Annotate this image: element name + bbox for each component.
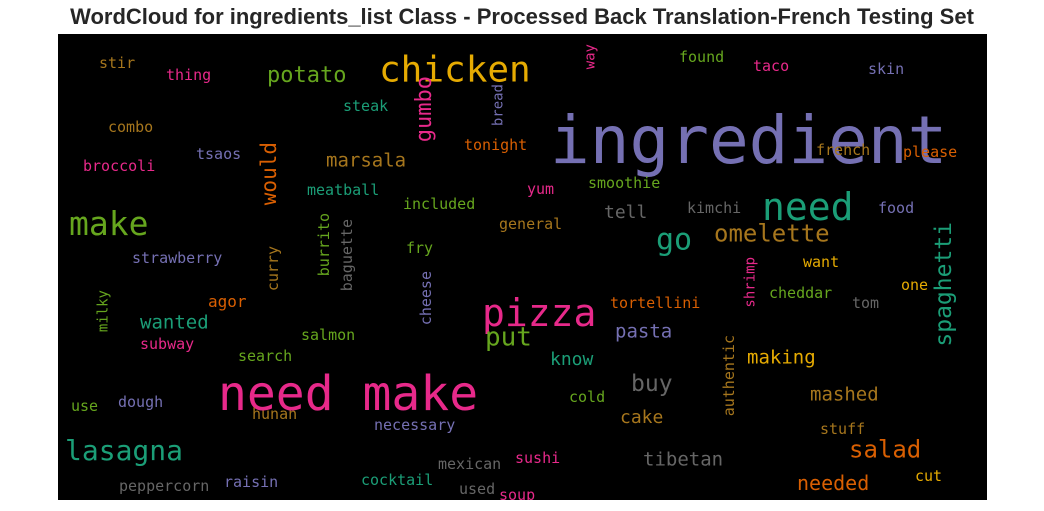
word-tsaos: tsaos (196, 145, 241, 163)
word-make: make (69, 204, 148, 243)
word-cake: cake (620, 407, 663, 428)
word-dough: dough (118, 393, 163, 411)
word-authentic: authentic (720, 335, 738, 416)
chart-title: WordCloud for ingredients_list Class - P… (70, 4, 974, 29)
word-tibetan: tibetan (643, 449, 723, 471)
word-burrito: burrito (315, 213, 333, 276)
word-mexican: mexican (438, 455, 501, 473)
word-subway: subway (140, 335, 194, 353)
word-one: one (901, 276, 928, 294)
word-way: way (583, 44, 599, 69)
word-general: general (499, 215, 562, 233)
word-buy: buy (631, 371, 673, 397)
word-skin: skin (868, 60, 904, 78)
word-stir: stir (99, 54, 135, 72)
word-salmon: salmon (301, 326, 355, 344)
word-mashed: mashed (810, 384, 879, 406)
word-yum: yum (527, 180, 554, 198)
word-combo: combo (108, 118, 153, 136)
word-potato: potato (267, 63, 346, 88)
word-need: need (762, 185, 854, 229)
word-steak: steak (343, 97, 388, 115)
word-spaghetti: spaghetti (931, 222, 957, 347)
word-search: search (238, 347, 292, 365)
word-tell: tell (604, 202, 647, 223)
word-wanted: wanted (140, 312, 209, 334)
word-put: put (485, 322, 532, 352)
word-ingredient: ingredient (550, 102, 947, 179)
word-food: food (878, 199, 914, 217)
word-raisin: raisin (224, 473, 278, 491)
word-chicken: chicken (379, 50, 531, 91)
word-would: would (257, 142, 281, 205)
wordcloud-panel: ingredient need make pizza need chicken make l… (58, 34, 987, 500)
word-found: found (679, 48, 724, 66)
word-tortellini: tortellini (610, 294, 700, 312)
word-cut: cut (915, 467, 942, 485)
word-tom: tom (852, 294, 879, 312)
word-omelette: omelette (714, 220, 830, 248)
word-smoothie: smoothie (588, 174, 660, 192)
word-strawberry: strawberry (132, 249, 222, 267)
word-curry: curry (264, 246, 282, 291)
word-tonight: tonight (464, 136, 527, 154)
word-fry: fry (406, 239, 433, 257)
word-broccoli: broccoli (83, 157, 155, 175)
word-needed: needed (797, 471, 869, 495)
word-cold: cold (569, 388, 605, 406)
word-baguette: baguette (338, 219, 356, 291)
word-meatball: meatball (307, 181, 379, 199)
word-pizza: pizza (482, 291, 596, 335)
word-need-make: need make (218, 366, 478, 422)
word-used: used (459, 480, 495, 498)
word-making: making (747, 347, 816, 369)
word-taco: taco (753, 57, 789, 75)
word-use: use (71, 397, 98, 415)
word-stuff: stuff (820, 420, 865, 438)
word-lasagna: lasagna (65, 434, 183, 467)
word-cocktail: cocktail (361, 471, 433, 489)
word-want: want (803, 253, 839, 271)
word-soup: soup (499, 486, 535, 500)
word-agor: agor (208, 292, 247, 311)
word-please: please (903, 143, 957, 161)
word-milky: milky (96, 290, 112, 332)
word-bread: bread (491, 84, 507, 126)
word-peppercorn: peppercorn (119, 477, 209, 495)
word-pasta: pasta (615, 321, 672, 343)
word-hunan: hunan (252, 405, 297, 423)
word-cheddar: cheddar (769, 284, 832, 302)
word-know: know (550, 349, 594, 370)
word-french: french (816, 141, 870, 159)
word-necessary: necessary (374, 416, 455, 434)
word-thing: thing (166, 66, 211, 84)
word-gumbo: gumbo (412, 76, 437, 142)
word-kimchi: kimchi (687, 199, 741, 217)
word-go: go (656, 223, 692, 258)
word-salad: salad (849, 436, 921, 464)
word-shrimp: shrimp (743, 257, 759, 308)
word-cheese: cheese (417, 271, 435, 325)
word-marsala: marsala (326, 150, 406, 172)
word-sushi: sushi (515, 449, 560, 467)
word-included: included (403, 195, 475, 213)
